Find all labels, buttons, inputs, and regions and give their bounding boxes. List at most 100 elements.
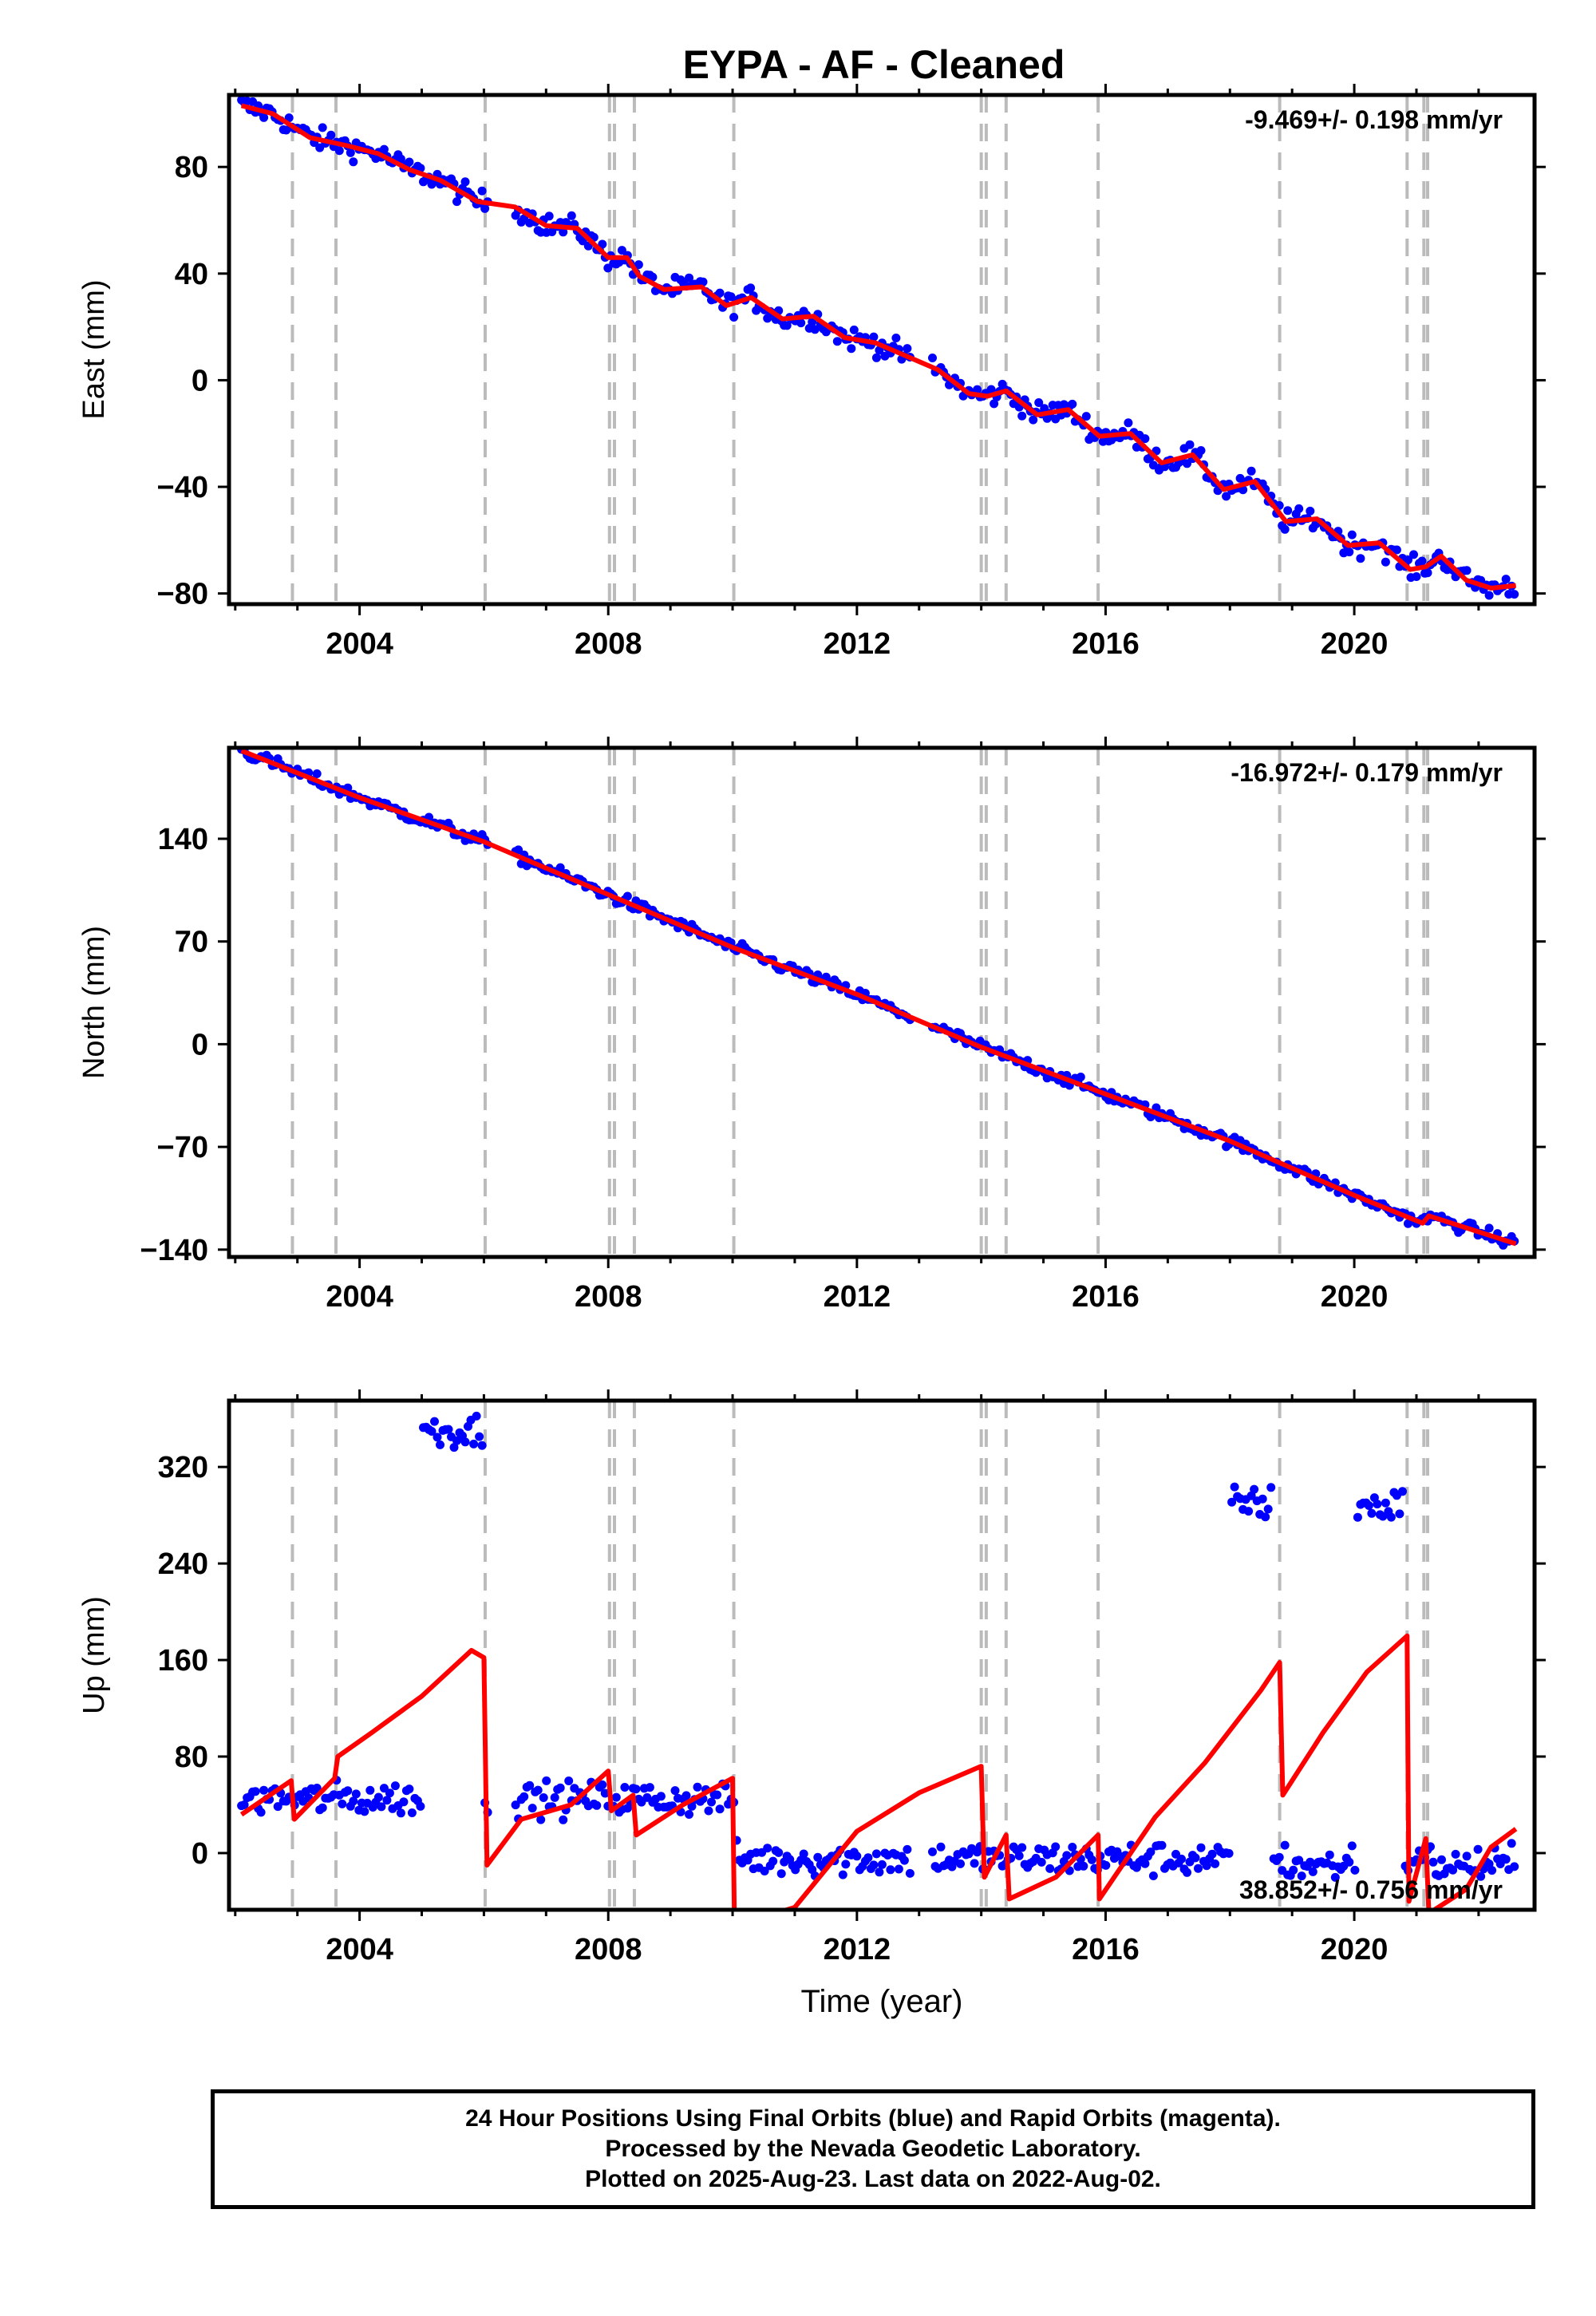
y-tick-label: −140	[140, 1234, 208, 1267]
rate-label: -9.469+/- 0.198 mm/yr	[1245, 105, 1503, 134]
data-point	[1501, 1855, 1511, 1864]
data-point	[334, 146, 344, 156]
model-line	[240, 748, 1517, 1247]
data-point	[1261, 1512, 1270, 1522]
data-point	[1381, 1498, 1390, 1508]
data-point	[399, 1797, 409, 1807]
data-point	[956, 1859, 965, 1868]
data-point	[1280, 1840, 1290, 1850]
data-point	[648, 272, 658, 282]
data-point	[349, 157, 358, 167]
data-point	[1294, 504, 1304, 513]
data-point	[564, 1777, 574, 1785]
data-point	[514, 845, 523, 855]
data-point	[713, 1790, 722, 1800]
y-tick-label: 160	[158, 1644, 208, 1678]
data-point	[349, 1796, 358, 1806]
data-point	[239, 1800, 249, 1809]
plot-frame	[227, 1398, 1537, 1912]
data-point	[634, 260, 643, 270]
data-point	[1386, 1512, 1396, 1522]
data-point	[416, 1801, 425, 1811]
data-point	[405, 157, 414, 167]
y-tick-label: 0	[192, 364, 208, 397]
data-point	[1222, 492, 1231, 501]
data-point	[1017, 411, 1027, 421]
data-point	[871, 353, 881, 362]
x-tick-label: 2008	[575, 627, 642, 661]
data-point	[326, 130, 336, 140]
data-point	[1308, 1867, 1317, 1876]
data-point	[1068, 1843, 1077, 1852]
data-point	[1345, 1857, 1354, 1867]
data-point	[776, 1869, 786, 1879]
y-tick-label: 0	[192, 1837, 208, 1871]
x-tick-label: 2004	[326, 1933, 393, 1966]
data-point	[617, 246, 626, 255]
data-point	[763, 314, 772, 323]
data-point	[1263, 1504, 1273, 1514]
data-point	[430, 1417, 439, 1426]
data-point	[312, 1784, 322, 1792]
data-point	[1076, 1073, 1085, 1081]
data-point	[760, 1867, 769, 1875]
data-point	[1140, 434, 1150, 444]
data-point	[1367, 1508, 1377, 1518]
data-point	[1283, 506, 1293, 516]
data-point	[715, 1804, 725, 1814]
data-point	[1034, 398, 1044, 407]
data-point	[256, 1808, 266, 1817]
data-point	[1417, 556, 1427, 566]
y-tick-label: 70	[175, 926, 208, 959]
data-point	[449, 1443, 459, 1452]
data-point	[1345, 547, 1354, 557]
data-point	[259, 1785, 269, 1795]
y-tick-label: 40	[175, 258, 208, 291]
data-point	[477, 186, 487, 196]
data-point	[970, 1859, 979, 1868]
data-point	[1185, 440, 1195, 449]
data-point	[1395, 1509, 1404, 1519]
x-tick-label: 2012	[824, 1933, 891, 1966]
x-tick-label: 2004	[326, 627, 393, 661]
data-point	[338, 1799, 347, 1808]
data-point	[1148, 1871, 1158, 1880]
data-point	[1124, 418, 1133, 428]
plot-area	[237, 95, 1519, 604]
data-point	[774, 1848, 784, 1857]
data-point	[903, 1844, 912, 1854]
data-point	[1462, 566, 1472, 575]
data-point	[318, 1803, 327, 1812]
data-point	[452, 197, 461, 207]
y-tick-label: 0	[192, 1028, 208, 1061]
data-point	[343, 1786, 353, 1796]
footer-line-2: Processed by the Nevada Geodetic Laborat…	[605, 2136, 1141, 2162]
data-point	[533, 1785, 543, 1795]
data-point	[1347, 530, 1357, 539]
data-point	[600, 1788, 610, 1798]
data-point	[527, 1804, 537, 1813]
data-point	[877, 1860, 887, 1869]
data-point	[903, 344, 912, 354]
plot-area	[237, 748, 1519, 1257]
data-point	[894, 1864, 903, 1874]
data-point	[707, 1797, 716, 1807]
data-point	[475, 1432, 484, 1441]
data-point	[768, 1856, 778, 1866]
data-point	[622, 891, 632, 901]
data-point	[1087, 1855, 1096, 1864]
data-point	[1297, 1871, 1306, 1881]
data-point	[1423, 568, 1432, 578]
data-point	[1501, 575, 1511, 584]
data-point	[875, 1867, 884, 1877]
data-point	[871, 1849, 881, 1859]
data-point	[1062, 1851, 1072, 1860]
data-point	[273, 1802, 282, 1812]
data-point	[460, 177, 470, 187]
y-tick-label: −70	[157, 1131, 208, 1164]
data-point	[472, 1411, 481, 1421]
data-point	[1230, 1482, 1239, 1492]
data-point	[1274, 1852, 1284, 1862]
data-point	[1014, 1851, 1024, 1860]
data-point	[1484, 591, 1494, 600]
